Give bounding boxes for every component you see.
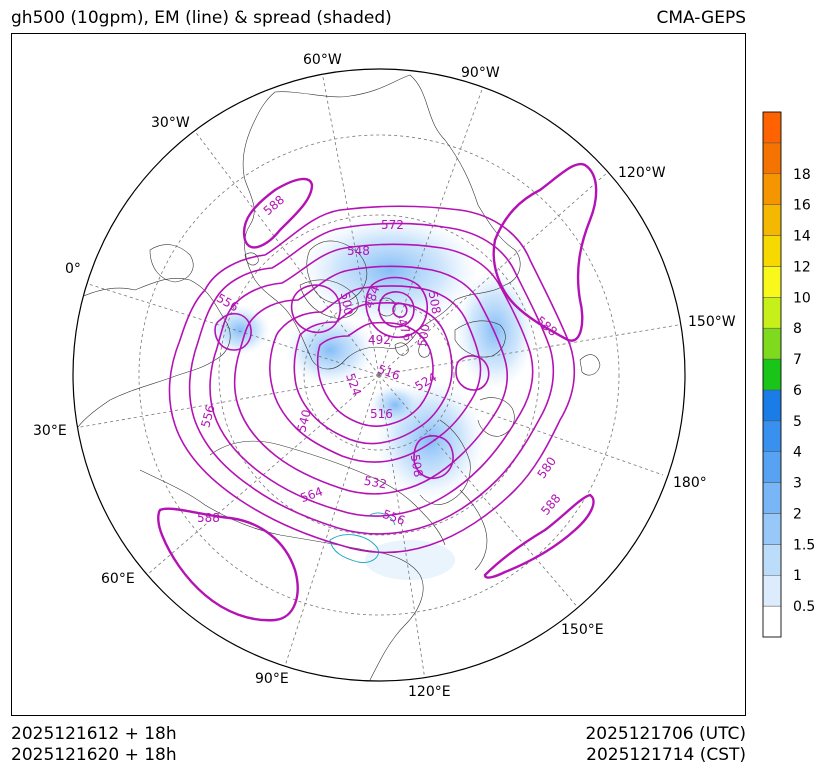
longitude-label: 60°E (101, 571, 135, 587)
longitude-label: 120°E (408, 684, 451, 700)
longitude-label: 150°E (561, 622, 604, 638)
contour-label: 548 (347, 244, 370, 258)
colorbar-tick-label: 1 (793, 568, 802, 584)
colorbar-tick-label: 8 (793, 321, 802, 337)
spread-shading (210, 215, 535, 580)
spread-colorbar: 0.5 1 1.5 2 3 4 5 6 7 8 10 12 14 16 18 (762, 111, 815, 638)
lakes (329, 512, 396, 563)
contour-label: 516 (370, 407, 393, 421)
colorbar-tick-label: 3 (793, 476, 802, 492)
colorbar-outline (762, 111, 782, 638)
longitude-label: 0° (65, 261, 81, 277)
init-time-utc: 2025121612 + 18h (11, 724, 177, 744)
longitude-label: 150°W (688, 314, 736, 330)
colorbar-segment (762, 297, 782, 329)
colorbar-segment (762, 513, 782, 545)
colorbar-segment (762, 204, 782, 236)
colorbar-segment (762, 482, 782, 514)
colorbar-segment (762, 605, 782, 638)
colorbar-tick-label: 5 (793, 414, 802, 430)
colorbar-segment (762, 142, 782, 175)
colorbar-tick-label: 1.5 (793, 537, 815, 553)
colorbar-segment (762, 451, 782, 483)
longitude-label: 180° (673, 475, 707, 491)
model-name: CMA-GEPS (656, 8, 746, 28)
contour-label: 540 (294, 408, 313, 434)
colorbar-tick-label: 12 (793, 259, 811, 275)
colorbar-tick-label: 18 (793, 167, 811, 183)
colorbar-segment (762, 173, 782, 205)
colorbar-segment (762, 358, 782, 391)
colorbar-tick-label: 10 (793, 290, 811, 306)
longitude-label: 60°W (303, 52, 342, 68)
longitude-label: 90°E (255, 671, 289, 687)
colorbar-tick-label: 0.5 (793, 599, 815, 615)
longitude-label: 30°E (33, 423, 67, 439)
graticule (74, 71, 685, 681)
valid-time-cst: 2025121714 (CST) (586, 745, 746, 765)
chart-title: gh500 (10gpm), EM (line) & spread (shade… (11, 8, 392, 28)
gh500-contours (157, 162, 598, 622)
coastlines (74, 74, 601, 681)
colorbar-segment (762, 544, 782, 576)
colorbar-tick-label: 4 (793, 445, 802, 461)
contour-label: 556 (198, 403, 217, 429)
contour-label: 588 (197, 511, 220, 525)
colorbar-segment (762, 235, 782, 267)
colorbar-tick-label: 14 (793, 229, 811, 245)
contour-label: 532 (363, 474, 388, 492)
colorbar-segment (762, 266, 782, 298)
colorbar-segment (762, 111, 782, 144)
colorbar-tick-label: 6 (793, 383, 802, 399)
longitude-label: 30°W (151, 115, 190, 131)
colorbar-tick-label: 2 (793, 506, 802, 522)
contour-label: 500 (338, 291, 356, 316)
colorbar-tick-label: 7 (793, 352, 802, 368)
longitude-label: 90°W (461, 65, 500, 81)
colorbar-tick-label: 16 (793, 198, 811, 214)
contour-label: 500 (415, 323, 433, 348)
init-time-cst: 2025121620 + 18h (11, 745, 177, 765)
colorbar-segment (762, 327, 782, 360)
polar-map: 588 572 548 500 484 508 476 492 500 516 … (72, 68, 686, 682)
longitude-labels: 60°W 90°W 30°W 120°W 0° 150°W 30°E 180° … (33, 52, 736, 700)
init-time: 2025121612 + 18h 2025121620 + 18h (11, 724, 177, 766)
contour-label: 508 (408, 453, 426, 478)
valid-time: 2025121706 (UTC) 2025121714 (CST) (585, 724, 746, 766)
contour-label: 572 (381, 218, 404, 232)
map-frame (11, 33, 746, 716)
colorbar-segment (762, 420, 782, 452)
longitude-label: 120°W (618, 165, 666, 181)
colorbar-segment (762, 574, 782, 607)
colorbar-segment (762, 389, 782, 422)
valid-time-utc: 2025121706 (UTC) (585, 724, 746, 744)
contour-label: 508 (426, 290, 444, 315)
contour-label: 492 (368, 333, 391, 347)
